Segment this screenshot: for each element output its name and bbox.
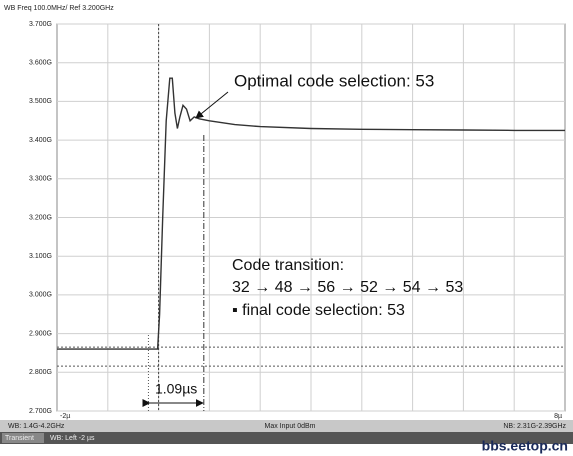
mode-bar	[0, 432, 573, 444]
annotation-pointer	[195, 91, 229, 119]
y-tick-label: 2.800G	[29, 369, 52, 376]
x-tick-label: -2µ	[60, 413, 70, 420]
y-tick-label: 3.100G	[29, 253, 52, 260]
mode-text[interactable]: Transient	[5, 435, 34, 442]
x-tick-label: 8µ	[554, 413, 562, 420]
y-tick-label: 3.200G	[29, 214, 52, 221]
status-text: WB: 1.4G-4.2GHz	[8, 423, 65, 430]
y-tick-label: 3.500G	[29, 98, 52, 105]
annotation: 1.09µs	[155, 381, 197, 397]
status-text: Max Input 0dBm	[265, 423, 316, 430]
status-bar	[0, 420, 573, 432]
mode-text: WB: Left -2 µs	[50, 435, 95, 442]
y-tick-label: 3.300G	[29, 176, 52, 183]
status-text: NB: 2.31G-2.39GHz	[503, 423, 566, 430]
annotation: 32 → 48 → 56 → 52 → 54 → 53	[232, 279, 463, 296]
annotation: Code transition:	[232, 257, 344, 274]
y-tick-label: 2.900G	[29, 330, 52, 337]
trace	[57, 77, 565, 350]
watermark: bbs.eetop.cn	[482, 438, 568, 454]
header: WB Freq 100.0MHz/ Ref 3.200GHz	[4, 5, 114, 12]
annotation: ▪ final code selection: 53	[232, 302, 405, 319]
mode-tab[interactable]	[2, 433, 44, 443]
y-tick-label: 3.000G	[29, 292, 52, 299]
y-tick-label: 2.700G	[29, 408, 52, 415]
y-tick-label: 3.700G	[29, 21, 52, 28]
y-tick-label: 3.600G	[29, 60, 52, 67]
annotation: Optimal code selection: 53	[234, 71, 434, 90]
y-tick-label: 3.400G	[29, 137, 52, 144]
